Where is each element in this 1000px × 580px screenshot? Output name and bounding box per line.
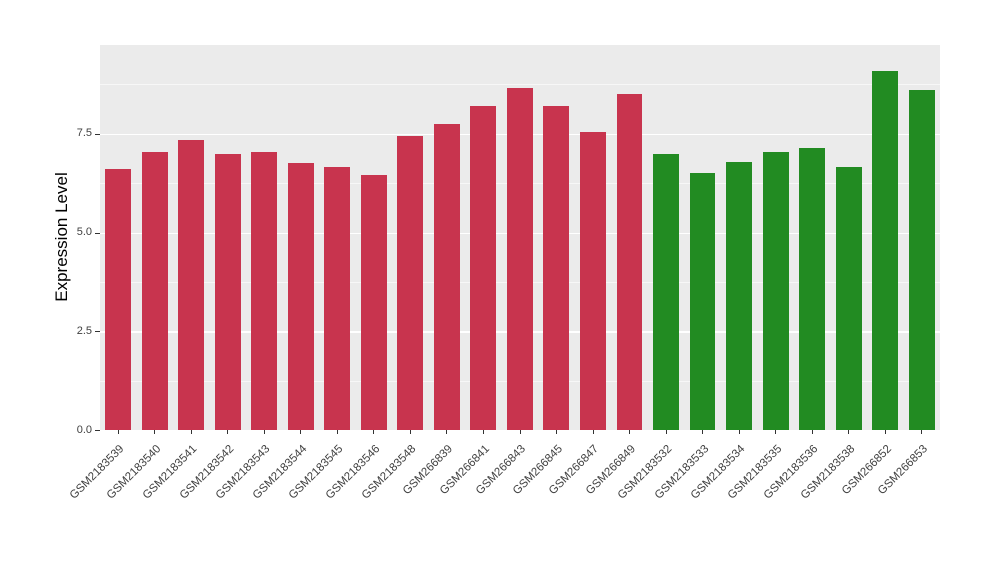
bar-slot (575, 45, 612, 430)
bar-slot (173, 45, 210, 430)
bar-GSM2183541 (178, 139, 205, 430)
bar-GSM266841 (470, 106, 497, 430)
x-tick-mark (117, 430, 119, 434)
bar-GSM2183535 (762, 151, 789, 430)
bar-slot (246, 45, 283, 430)
bar-GSM2183548 (397, 135, 424, 430)
bar-slot (465, 45, 502, 430)
x-tick-mark (190, 430, 192, 434)
x-tick-mark (409, 430, 411, 434)
bar-slot (210, 45, 247, 430)
x-tick-mark (848, 430, 850, 434)
plot-panel (100, 45, 940, 432)
bar-GSM2183539 (105, 169, 132, 430)
x-tick-mark (811, 430, 813, 434)
bar-slot (867, 45, 904, 430)
x-tick-mark (300, 430, 302, 434)
bar-GSM2183542 (214, 153, 241, 430)
bar-GSM2183543 (251, 151, 278, 430)
x-tick-mark (336, 430, 338, 434)
x-tick-mark (884, 430, 886, 434)
bar-slot (502, 45, 539, 430)
y-tick-label: 5.0 (76, 226, 92, 239)
x-tick-mark (702, 430, 704, 434)
x-tick-mark (665, 430, 667, 434)
bar-GSM266843 (506, 88, 533, 430)
bar-slot (429, 45, 466, 430)
bar-slot (830, 45, 867, 430)
bar-slot (611, 45, 648, 430)
x-tick-mark (592, 430, 594, 434)
bar-GSM266839 (433, 123, 460, 430)
bar-slot (100, 45, 137, 430)
x-tick-mark (738, 430, 740, 434)
bar-slot (684, 45, 721, 430)
bar-GSM2183536 (799, 147, 826, 430)
bar-GSM2183538 (835, 167, 862, 430)
bar-GSM266852 (872, 70, 899, 430)
x-tick-mark (373, 430, 375, 434)
minor-gridline (100, 84, 940, 86)
bar-GSM266845 (543, 106, 570, 430)
x-axis-tick-marks (100, 430, 940, 435)
bar-GSM2183540 (141, 151, 168, 430)
x-tick-mark (263, 430, 265, 434)
bar-GSM2183545 (324, 167, 351, 430)
y-tick-label: 2.5 (76, 324, 92, 337)
bar-GSM2183532 (653, 153, 679, 430)
x-tick-mark (775, 430, 777, 434)
x-tick-mark (227, 430, 229, 434)
bar-GSM266853 (908, 90, 935, 430)
x-axis-labels: GSM2183539 GSM2183540 GSM2183541 GSM2183542… (68, 437, 940, 567)
bar-slot (538, 45, 575, 430)
bar-slot (903, 45, 940, 430)
bar-GSM2183533 (689, 173, 716, 430)
bars-container (100, 45, 940, 430)
bar-slot (794, 45, 831, 430)
y-tick-label: 7.5 (76, 127, 92, 140)
bar-slot (283, 45, 320, 430)
x-tick-mark (446, 430, 448, 434)
x-tick-mark (519, 430, 521, 434)
x-tick-mark (629, 430, 631, 434)
y-axis-title: Expression Level (52, 172, 71, 302)
bar-slot (137, 45, 174, 430)
bar-GSM2183546 (360, 175, 387, 430)
bar-GSM266847 (580, 131, 606, 430)
x-tick-mark (921, 430, 923, 434)
bar-GSM2183534 (726, 161, 752, 430)
y-tick-label: 0.0 (76, 423, 92, 436)
x-tick-mark (154, 430, 156, 434)
bar-GSM2183544 (287, 163, 314, 430)
bar-GSM266849 (616, 94, 643, 430)
bar-slot (721, 45, 758, 430)
bar-slot (356, 45, 393, 430)
bar-slot (648, 45, 685, 430)
bar-slot (392, 45, 429, 430)
bar-slot (319, 45, 356, 430)
x-tick-mark (556, 430, 558, 434)
bar-slot (757, 45, 794, 430)
x-tick-mark (482, 430, 484, 434)
